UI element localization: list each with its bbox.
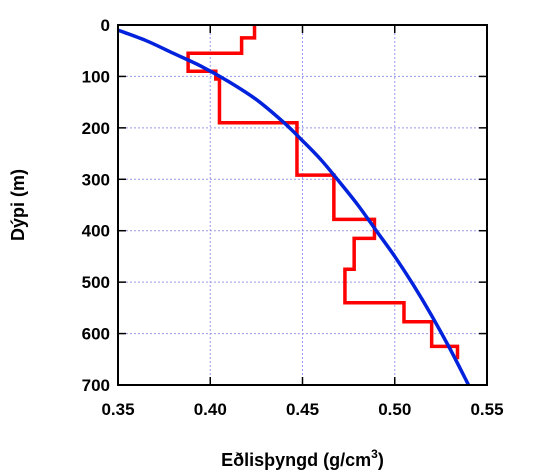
x-tick-label: 0.45 [286,400,319,419]
measured-step-line [186,25,460,360]
series-group [117,25,471,386]
y-tick-label: 200 [82,119,110,138]
y-axis-title: Dýpi (m) [8,169,28,241]
x-axis-title-superscript: 3 [371,447,378,461]
x-axis-title: Eðlisþyngd (g/cm3) [221,447,384,470]
model-curve-line [117,28,471,386]
y-tick-label: 300 [82,170,110,189]
x-tick-label: 0.55 [470,400,503,419]
y-tick-label: 400 [82,222,110,241]
x-axis-title-end: ) [378,450,384,470]
y-tick-label: 500 [82,273,110,292]
y-tick-label: 0 [101,16,110,35]
axis-ticks: 0.35 0.40 0.45 0.50 0.55 0 100 200 300 400 500 600 7… [82,16,504,419]
y-tick-label: 100 [82,67,110,86]
x-axis-title-main: Eðlisþyngd (g/cm [221,450,371,470]
grid-lines [118,25,487,385]
y-tick-label: 600 [82,325,110,344]
x-tick-label: 0.50 [378,400,411,419]
y-tick-label: 700 [82,376,110,395]
x-tick-label: 0.35 [101,400,134,419]
x-tick-label: 0.40 [194,400,227,419]
